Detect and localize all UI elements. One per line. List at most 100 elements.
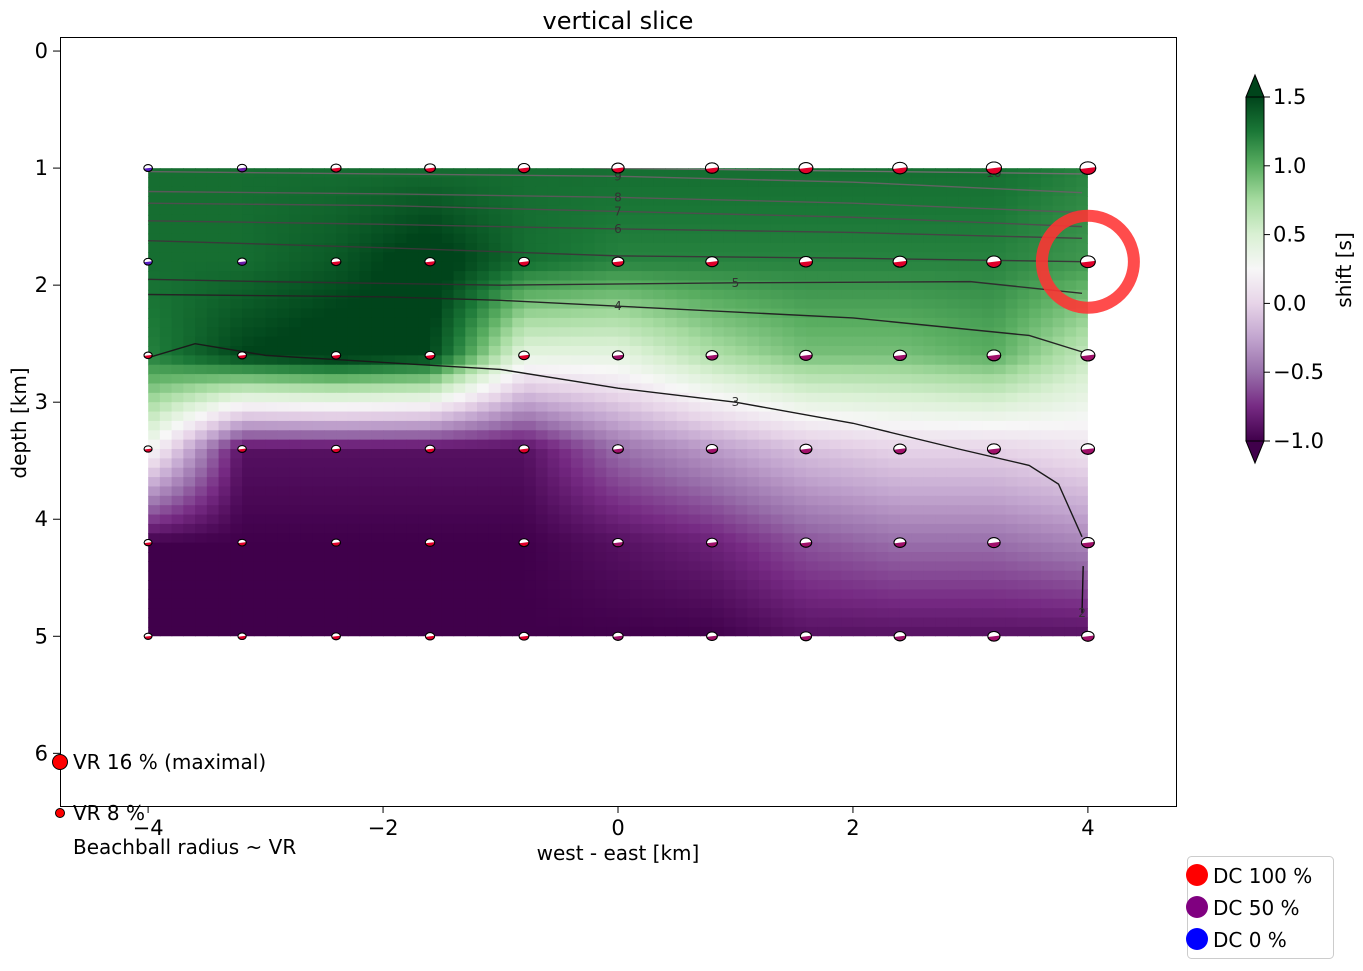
heatmap-cell (758, 533, 772, 544)
heatmap-cell (594, 374, 607, 385)
heatmap-cell (336, 364, 349, 375)
heatmap-cell (864, 336, 878, 347)
heatmap-cell (594, 589, 607, 600)
heatmap-cell (735, 449, 748, 459)
heatmap-cell (723, 214, 737, 225)
heatmap-cell (159, 233, 173, 244)
contour-line (148, 202, 1083, 228)
heatmap-cell (888, 271, 901, 282)
heatmap-cell (465, 336, 478, 347)
heatmap-cell (958, 477, 972, 488)
heatmap-cell (253, 317, 267, 328)
heatmap-cell (723, 336, 737, 347)
heatmap-cell (195, 308, 208, 319)
heatmap-cell (418, 168, 431, 179)
heatmap-cell (347, 505, 361, 516)
heatmap-cell (500, 589, 513, 600)
heatmap-cell (418, 289, 431, 300)
heatmap-cell (312, 280, 325, 291)
heatmap-cell (535, 224, 549, 235)
heatmap-cell (688, 523, 701, 534)
heatmap-cell (829, 355, 842, 366)
x-axis-ticks: −4 −2 0 2 4 (133, 806, 1095, 840)
heatmap-cell (688, 542, 701, 553)
heatmap-cell (864, 495, 878, 506)
heatmap-cell (899, 580, 913, 591)
beachball (1080, 255, 1096, 269)
heatmap-cell (1029, 598, 1042, 609)
heatmap-cell (817, 430, 831, 441)
heatmap-cell (171, 271, 184, 282)
heatmap-cell (641, 561, 654, 572)
heatmap-cell (653, 374, 666, 385)
heatmap-cell (594, 327, 607, 338)
heatmap-cell (817, 542, 831, 553)
heatmap-cell (982, 420, 995, 431)
heatmap-cell (688, 589, 701, 600)
heatmap-cell (535, 336, 549, 347)
heatmap-cell (535, 439, 549, 450)
heatmap-cell (817, 186, 831, 197)
heatmap-cell (383, 617, 396, 628)
heatmap-cell (876, 514, 889, 525)
heatmap-cell (711, 299, 725, 310)
heatmap-cell (148, 243, 161, 253)
heatmap-cell (794, 533, 807, 544)
heatmap-cell (770, 449, 784, 459)
heatmap-cell (441, 383, 455, 394)
heatmap-cell (324, 617, 337, 628)
heatmap-cell (864, 355, 878, 366)
heatmap-cell (982, 514, 995, 525)
heatmap-cell (664, 317, 678, 328)
beachball (987, 630, 1001, 642)
heatmap-cell (805, 439, 819, 450)
heatmap-cell (711, 336, 725, 347)
heatmap-cell (336, 523, 349, 534)
heatmap-cell (676, 392, 690, 403)
heatmap-cell (876, 533, 889, 544)
heatmap-cell (653, 449, 666, 459)
heatmap-cell (805, 467, 819, 478)
heatmap-cell (148, 477, 161, 488)
heatmap-cell (676, 374, 690, 385)
heatmap-cell (430, 186, 443, 197)
heatmap-cell (606, 533, 619, 544)
heatmap-cell (852, 289, 866, 300)
heatmap-cell (946, 392, 960, 403)
heatmap-cell (277, 280, 290, 291)
heatmap-cell (782, 477, 795, 488)
heatmap-cell (394, 355, 408, 366)
heatmap-cell (888, 467, 901, 478)
heatmap-cell (524, 430, 537, 441)
heatmap-cell (383, 580, 396, 591)
colorbar-tick-label: 0.5 (1273, 223, 1306, 247)
heatmap-cell (1005, 533, 1019, 544)
heatmap-cell (371, 196, 384, 207)
heatmap-cell (383, 523, 396, 534)
heatmap-cell (805, 589, 819, 600)
heatmap-cell (641, 458, 654, 469)
heatmap-cell (441, 523, 455, 534)
heatmap-cell (618, 196, 631, 207)
heatmap-cell (312, 271, 325, 282)
heatmap-cell (629, 617, 643, 628)
heatmap-cell (148, 374, 161, 385)
heatmap-cell (535, 177, 549, 188)
heatmap-cell (982, 346, 995, 356)
heatmap-cell (911, 374, 925, 385)
heatmap-cell (159, 523, 173, 534)
heatmap-cell (312, 402, 325, 413)
heatmap-cell (1052, 317, 1065, 328)
heatmap-cell (324, 449, 337, 459)
heatmap-cell (935, 533, 948, 544)
heatmap-cell (899, 186, 913, 197)
heatmap-cell (265, 486, 278, 497)
heatmap-cell (841, 477, 854, 488)
heatmap-cell (441, 308, 455, 319)
heatmap-cell (664, 430, 678, 441)
heatmap-cell (805, 383, 819, 394)
heatmap-cell (171, 439, 184, 450)
heatmap-cell (817, 608, 831, 619)
heatmap-cell (347, 280, 361, 291)
heatmap-cell (594, 355, 607, 366)
